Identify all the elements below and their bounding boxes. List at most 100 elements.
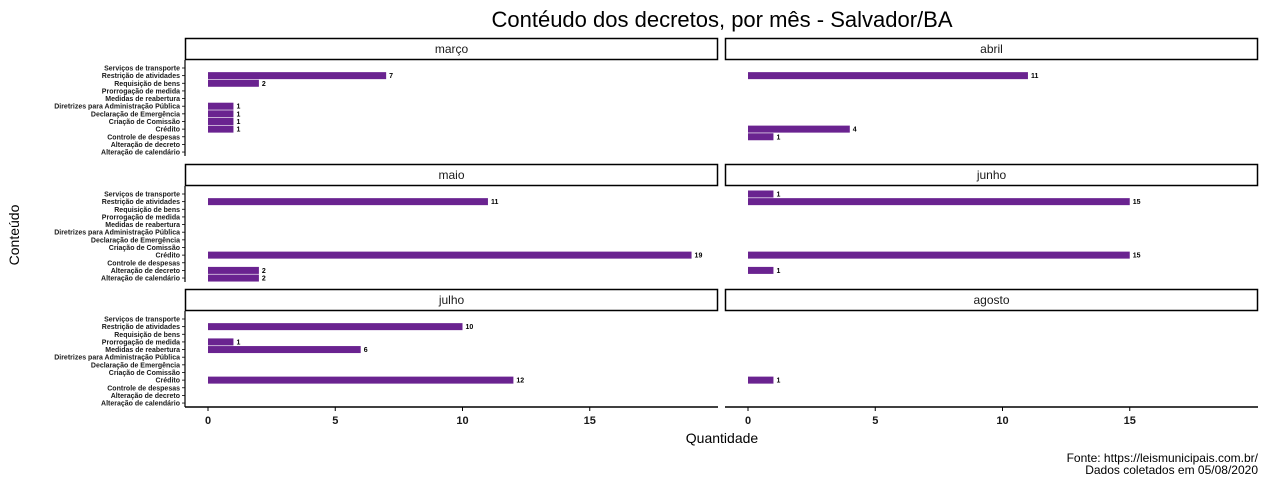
x-axis-title: Quantidade — [686, 430, 759, 446]
category-label: Controle de despesas — [107, 260, 180, 267]
bar-value-label: 1 — [776, 192, 780, 199]
bar-value-label: 2 — [262, 276, 266, 283]
bar — [208, 125, 234, 133]
bar-value-label: 19 — [695, 253, 703, 260]
bar — [208, 338, 234, 346]
bar-value-label: 1 — [236, 339, 240, 346]
bar — [748, 266, 774, 274]
x-tick-label: 5 — [332, 415, 338, 427]
panel-strip — [184, 288, 719, 312]
category-label: Restrição de atividades — [102, 324, 180, 331]
panel-strip — [724, 163, 1259, 187]
bar-value-label: 12 — [516, 378, 524, 385]
bar — [748, 133, 774, 141]
category-label: Serviços de transporte — [104, 66, 180, 73]
bar-value-label: 1 — [776, 378, 780, 385]
panel-junho: junho 1 15 15 1 — [724, 163, 1259, 275]
category-label: Controle de despesas — [107, 134, 180, 141]
bar — [208, 198, 488, 206]
bar — [208, 79, 259, 87]
panel-strip — [724, 288, 1259, 312]
category-label: Diretrizes para Administração Pública — [54, 230, 180, 237]
bar-value-label: 10 — [466, 324, 474, 331]
panel-strip-label: maio — [438, 168, 464, 182]
bar-value-label: 11 — [491, 199, 499, 206]
bar — [208, 274, 259, 282]
panel-julho: julho 0 5 10 15 Serviços de transporteRestriç… — [54, 288, 719, 427]
bar-value-label: 11 — [1031, 73, 1039, 80]
category-label: Diretrizes para Administração Pública — [54, 104, 180, 111]
category-label: Medidas de reabertura — [105, 347, 180, 354]
category-label: Alteração de decreto — [111, 142, 180, 149]
category-label: Alteração de calendário — [101, 276, 180, 283]
panel-strip-label: agosto — [973, 293, 1009, 307]
category-label: Prorrogação de medida — [102, 214, 180, 221]
panel-strip-label: junho — [976, 168, 1007, 182]
category-label: Alteração de calendário — [101, 150, 180, 157]
x-tick-label: 0 — [745, 415, 751, 427]
bar-value-label: 1 — [236, 104, 240, 111]
category-label: Crédito — [156, 253, 181, 260]
bar-value-label: 7 — [389, 73, 393, 80]
bar-value-label: 1 — [776, 134, 780, 141]
bar — [208, 266, 259, 274]
bar — [208, 251, 692, 259]
bar — [748, 190, 774, 198]
category-label: Restrição de atividades — [102, 73, 180, 80]
bar — [208, 110, 234, 118]
bar-value-label: 1 — [236, 119, 240, 126]
category-label: Alteração de calendário — [101, 401, 180, 408]
bar-value-label: 15 — [1133, 199, 1141, 206]
y-axis-title: Conteúdo — [6, 204, 22, 265]
chart-title: Contéudo dos decretos, por mês - Salvado… — [491, 7, 952, 32]
category-label: Serviços de transporte — [104, 317, 180, 324]
x-tick-label: 10 — [996, 415, 1008, 427]
category-label: Declaração de Emergência — [91, 237, 180, 244]
source-note: Fonte: https://leismunicipais.com.br/ — [1067, 451, 1259, 465]
panel-strip-label: julho — [438, 293, 465, 307]
bar — [748, 125, 850, 133]
category-label: Medidas de reabertura — [105, 222, 180, 229]
bar-value-label: 4 — [853, 127, 857, 134]
bar-value-label: 1 — [776, 268, 780, 275]
panel-strip-label: março — [435, 42, 469, 56]
category-label: Requisição de bens — [114, 332, 180, 339]
category-label: Crédito — [156, 127, 181, 134]
bar — [208, 376, 514, 384]
x-tick-label: 15 — [1124, 415, 1136, 427]
bar — [208, 346, 361, 354]
category-label: Medidas de reabertura — [105, 96, 180, 103]
category-label: Requisição de bens — [114, 81, 180, 88]
bar-value-label: 6 — [364, 347, 368, 354]
panel-strip — [724, 37, 1259, 61]
x-tick-label: 5 — [872, 415, 878, 427]
bar — [748, 251, 1130, 259]
category-label: Restrição de atividades — [102, 199, 180, 206]
bar — [748, 198, 1130, 206]
x-tick-label: 0 — [205, 415, 211, 427]
category-label: Criação de Comissão — [109, 245, 180, 252]
panel-strip — [184, 37, 719, 61]
panel-strip — [184, 163, 719, 187]
bar — [748, 72, 1028, 80]
category-label: Crédito — [156, 378, 181, 385]
category-label: Alteração de decreto — [111, 393, 180, 400]
bar — [208, 323, 463, 331]
collection-date-note: Dados coletados em 05/08/2020 — [1085, 463, 1258, 477]
x-tick-label: 15 — [584, 415, 596, 427]
bar — [748, 376, 774, 384]
bar-value-label: 2 — [262, 81, 266, 88]
panel-agosto: agosto 0 5 10 15 1 — [724, 288, 1259, 427]
category-label: Criação de Comissão — [109, 119, 180, 126]
category-label: Declaração de Emergência — [91, 362, 180, 369]
panel-abril: abril 11 4 1 — [724, 37, 1259, 141]
category-label: Declaração de Emergência — [91, 111, 180, 118]
bar-value-label: 2 — [262, 268, 266, 275]
category-label: Alteração de decreto — [111, 268, 180, 275]
bar — [208, 102, 234, 110]
panel-strip-label: abril — [980, 42, 1003, 56]
